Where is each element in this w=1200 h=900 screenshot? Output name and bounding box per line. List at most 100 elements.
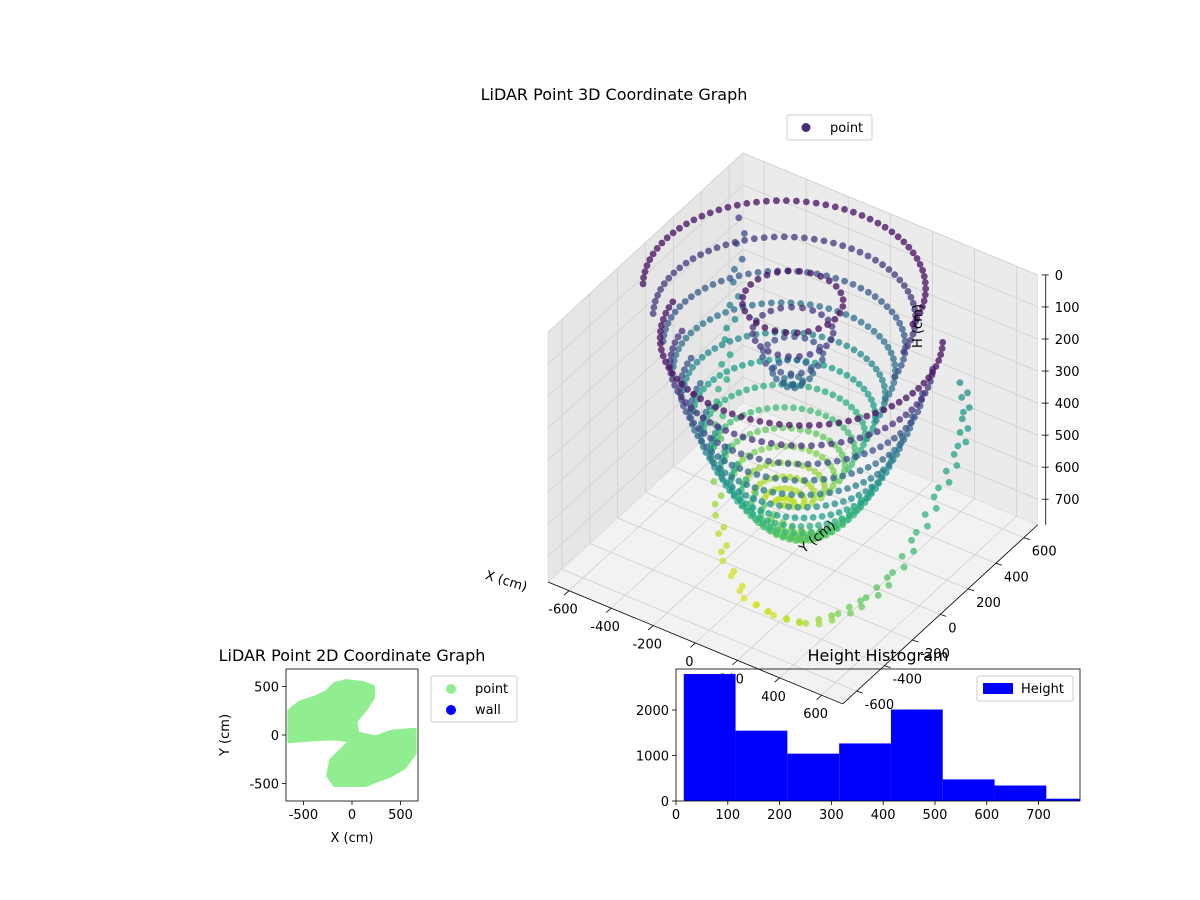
- data-point: [862, 594, 870, 601]
- data-point: [839, 303, 847, 310]
- data-point: [900, 282, 908, 289]
- data-point: [741, 236, 748, 244]
- data-point: [700, 385, 707, 393]
- data-point: [842, 399, 850, 406]
- data-point: [772, 404, 780, 411]
- data-point: [794, 503, 802, 511]
- data-point: [777, 441, 785, 449]
- data-point: [714, 453, 722, 460]
- data-point: [831, 500, 839, 508]
- data-point: [754, 275, 762, 283]
- data-point: [737, 413, 745, 421]
- data-point: [879, 456, 887, 463]
- data-point: [788, 522, 796, 530]
- data-point: [884, 343, 892, 351]
- data-point: [878, 474, 886, 482]
- data-point: [771, 327, 779, 335]
- data-point: [678, 393, 685, 401]
- data-point: [660, 280, 668, 288]
- y-axis-line: [842, 524, 1038, 705]
- data-point: [676, 224, 683, 232]
- data-point: [876, 371, 884, 378]
- data-point: [773, 268, 781, 276]
- data-point: [810, 235, 818, 243]
- data-point: [746, 430, 754, 438]
- data-point: [726, 274, 734, 282]
- data-point: [858, 212, 866, 219]
- data-point: [879, 261, 886, 269]
- data-point: [754, 428, 761, 436]
- data-point: [885, 390, 893, 398]
- grid-line: [589, 543, 885, 666]
- data-point: [693, 358, 701, 366]
- data-point: [706, 209, 714, 217]
- data-point: [958, 394, 966, 401]
- data-point: [912, 528, 920, 536]
- data-point: [843, 455, 851, 463]
- data-point: [878, 298, 885, 305]
- chart-2d-legend-marker-wall: [446, 705, 456, 715]
- data-point: [662, 358, 669, 366]
- grid-line: [701, 440, 997, 564]
- data-point: [829, 391, 837, 399]
- data-point: [836, 368, 844, 375]
- data-point: [891, 434, 898, 442]
- data-point: [964, 425, 972, 432]
- data-point: [921, 389, 929, 397]
- y-tick-label: 1000: [636, 749, 669, 764]
- data-point: [778, 490, 786, 498]
- data-point: [770, 611, 777, 619]
- data-point: [854, 415, 862, 423]
- data-point: [843, 506, 851, 514]
- data-point: [722, 309, 729, 316]
- data-point: [699, 414, 707, 422]
- data-point: [873, 584, 881, 591]
- data-point: [723, 368, 731, 375]
- data-point: [828, 364, 836, 372]
- data-point: [904, 288, 912, 295]
- data-point: [731, 265, 738, 273]
- data-point: [864, 464, 872, 471]
- data-point: [836, 309, 844, 317]
- z-tick-label: 700: [1055, 493, 1080, 508]
- data-point: [665, 274, 673, 282]
- data-point: [831, 315, 839, 323]
- data-point: [682, 408, 690, 416]
- data-point: [900, 331, 908, 339]
- data-point: [750, 235, 758, 243]
- data-point: [835, 419, 843, 427]
- data-point: [808, 529, 815, 536]
- data-point: [768, 440, 775, 447]
- data-point: [844, 429, 852, 436]
- grid-line: [617, 517, 913, 641]
- data-point: [776, 502, 783, 509]
- x-tick-label: -600: [548, 603, 578, 618]
- data-point: [696, 380, 704, 387]
- data-point: [747, 408, 755, 416]
- data-point: [746, 314, 753, 321]
- data-point: [796, 267, 803, 275]
- data-point: [731, 315, 739, 323]
- y-tick: [1023, 537, 1030, 541]
- data-point: [667, 351, 675, 359]
- data-point: [651, 297, 659, 305]
- data-point: [898, 553, 906, 560]
- data-point: [892, 314, 900, 321]
- data-point: [872, 460, 880, 467]
- data-point: [722, 241, 730, 249]
- data-point: [813, 532, 820, 540]
- data-point: [665, 364, 673, 371]
- data-point: [786, 473, 794, 481]
- data-point: [650, 304, 658, 311]
- data-point: [791, 477, 799, 484]
- data-point: [726, 301, 734, 309]
- data-point: [902, 424, 910, 432]
- data-point: [851, 508, 859, 515]
- data-point: [820, 475, 828, 483]
- data-point: [857, 350, 865, 358]
- data-point: [825, 420, 833, 428]
- data-point: [918, 395, 925, 403]
- data-point: [889, 569, 896, 576]
- y-tick-label: 2000: [636, 704, 669, 719]
- data-point: [694, 432, 702, 440]
